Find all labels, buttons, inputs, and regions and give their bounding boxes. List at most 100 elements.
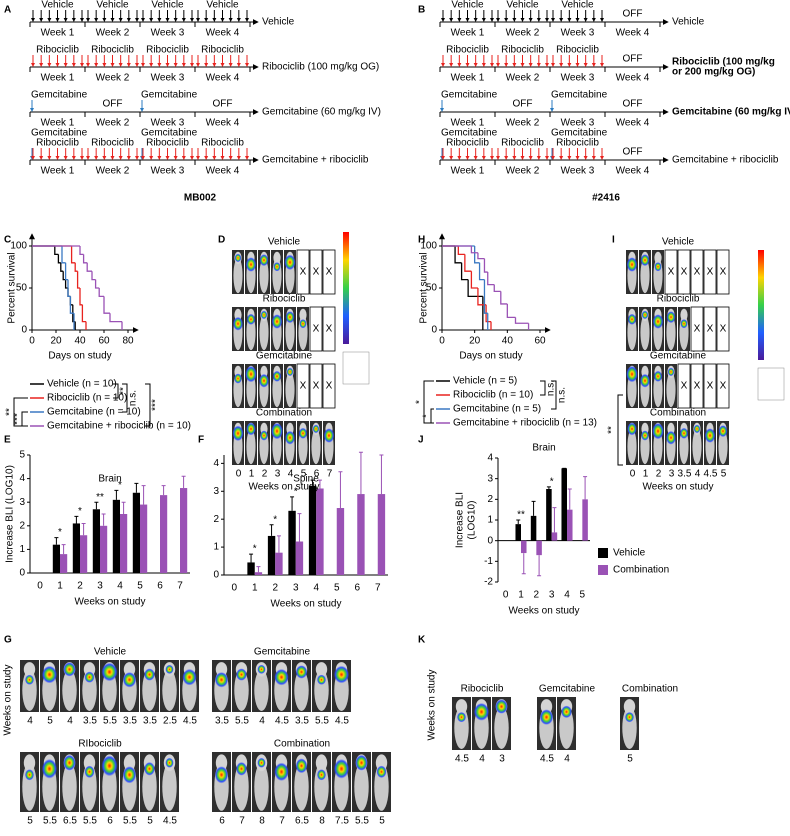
image-row	[626, 421, 729, 465]
bli-image	[80, 752, 99, 812]
bli-signal	[41, 759, 58, 779]
week-label: Week 3	[151, 166, 185, 177]
arrow-head	[496, 156, 500, 160]
image-row	[232, 307, 309, 351]
crossed-box	[322, 363, 336, 409]
bar	[100, 525, 108, 573]
arrow-head	[157, 63, 162, 67]
dose-label: OFF	[623, 99, 643, 110]
arrow-head	[181, 18, 186, 22]
bli-signal	[624, 711, 635, 723]
error-bar	[297, 513, 302, 542]
arrow-head	[126, 18, 131, 22]
week-label: Week 2	[506, 28, 540, 39]
image-row	[626, 250, 664, 294]
bli-image	[626, 364, 638, 408]
bli-signal	[144, 762, 155, 776]
bli-image	[212, 752, 231, 812]
survival-step	[485, 304, 491, 323]
mouse-body	[559, 706, 574, 749]
comparison-label: n.s.	[557, 387, 568, 403]
bli-signal	[456, 711, 467, 723]
bar	[295, 541, 304, 575]
error-bar	[54, 537, 59, 545]
arrow-head	[157, 18, 162, 22]
arrow-head	[600, 18, 604, 22]
crossed-box	[309, 363, 323, 409]
arrow-head	[55, 63, 60, 67]
y-tick-label: 4	[487, 453, 493, 464]
bli-signal	[24, 769, 35, 781]
survival-step	[457, 246, 465, 256]
arrow-head	[473, 18, 478, 22]
comparison-label: **	[607, 426, 618, 434]
bli-image	[332, 660, 351, 712]
dose-arrows	[496, 10, 549, 22]
arrow-head	[559, 156, 564, 160]
bli-signal	[299, 319, 307, 329]
bli-signal	[63, 662, 76, 677]
arrow-head	[449, 18, 454, 22]
arrow-head	[135, 63, 139, 67]
dose-label: Gemcitabine	[551, 90, 608, 101]
bli-image	[232, 752, 251, 812]
week-label: 3.5	[83, 716, 97, 727]
bli-signal	[285, 311, 295, 324]
arrow-head	[536, 18, 541, 22]
bli-signal	[234, 253, 242, 263]
arrow-head	[465, 18, 470, 22]
cross-label: X	[694, 381, 701, 392]
cross-label: X	[707, 267, 714, 278]
survival-step	[69, 296, 74, 314]
arrow-head	[551, 18, 555, 22]
x-tick-label: 7	[177, 581, 183, 592]
survival-step	[477, 288, 487, 306]
arrow-head	[86, 156, 90, 160]
y-tick-label: 1	[213, 542, 219, 553]
arrow-head	[190, 63, 194, 67]
bli-image	[60, 752, 79, 812]
week-label: 1	[249, 469, 255, 480]
bli-signal	[245, 365, 257, 383]
survival-step	[82, 254, 88, 264]
arrow-head	[496, 63, 500, 67]
arrow-head	[196, 63, 200, 67]
bli-image	[626, 421, 638, 465]
arrow-head	[591, 156, 596, 160]
bli-signal	[693, 424, 701, 434]
dose-label: OFF	[623, 54, 643, 65]
week-label: 4	[695, 469, 701, 480]
arrow-head	[63, 63, 68, 67]
bar	[377, 494, 386, 575]
comparison-label: *	[422, 414, 433, 418]
arrow-head	[63, 156, 68, 160]
arrow-head	[528, 156, 533, 160]
bli-image	[180, 660, 199, 712]
dose-arrows	[196, 10, 249, 22]
bar	[92, 509, 100, 573]
week-label: Week 1	[451, 73, 485, 84]
y-tick-label: 2	[19, 520, 25, 531]
arrow-head	[220, 63, 225, 67]
cross-label: X	[326, 381, 333, 392]
week-label: 3	[275, 469, 281, 480]
bli-image	[232, 250, 244, 294]
survival-step	[514, 317, 529, 324]
dose-label: Gemcitabine	[441, 128, 498, 139]
crossed-box	[716, 363, 730, 409]
legend-label: Vehicle (n = 10)	[47, 379, 117, 390]
x-tick-label: 3	[549, 590, 555, 601]
bli-image	[332, 752, 351, 812]
x-tick-label: 1	[57, 581, 63, 592]
arrow-head	[102, 156, 107, 160]
arrow-head	[441, 63, 445, 67]
arrow-head	[550, 108, 554, 112]
bli-signal	[679, 427, 689, 439]
week-label: 4	[259, 716, 265, 727]
bar	[80, 535, 88, 573]
panel-letter: J	[418, 435, 424, 446]
bli-signal	[214, 672, 229, 688]
y-tick-label: 0	[213, 570, 219, 581]
week-label: Week 1	[41, 28, 75, 39]
